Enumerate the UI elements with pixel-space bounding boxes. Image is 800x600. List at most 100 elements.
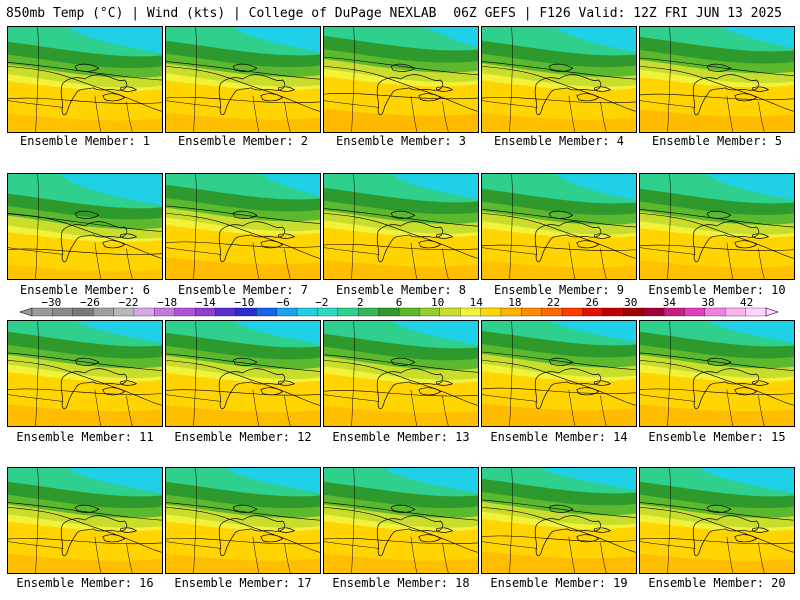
ensemble-member-label: Ensemble Member: 5	[651, 134, 783, 148]
ensemble-member-label: Ensemble Member: 12	[174, 430, 312, 444]
colorbar-swatch	[439, 307, 461, 317]
colorbar-swatch	[684, 307, 706, 317]
colorbar-tick-label: 14	[470, 296, 484, 309]
ensemble-member-label: Ensemble Member: 9	[493, 283, 625, 297]
colorbar-swatch	[704, 307, 726, 317]
colorbar-swatch	[725, 307, 747, 317]
colorbar-swatch	[215, 307, 237, 317]
ensemble-member-map	[165, 26, 321, 133]
colorbar-swatch	[194, 307, 217, 317]
ensemble-member-label: Ensemble Member: 19	[490, 576, 628, 590]
ensemble-member-map	[165, 467, 321, 574]
ensemble-member-map	[7, 173, 163, 280]
ensemble-member-map	[323, 467, 479, 574]
colorbar-tick-label: −14	[196, 296, 216, 309]
ensemble-member-map	[639, 173, 795, 280]
colorbar-tick-label: 30	[624, 296, 637, 309]
colorbar-swatch	[113, 307, 135, 317]
page-title: 850mb Temp (°C) | Wind (kts) | College o…	[6, 6, 437, 21]
colorbar-tick-label: 26	[586, 296, 599, 309]
colorbar-swatch	[378, 307, 400, 317]
ensemble-member-label: Ensemble Member: 10	[648, 283, 786, 297]
colorbar-swatch	[541, 307, 563, 317]
run-info: 06Z GEFS | F126 Valid: 12Z FRI JUN 13 20…	[453, 6, 782, 21]
colorbar-swatch	[460, 307, 482, 317]
colorbar-swatch	[154, 307, 176, 317]
ensemble-member-label: Ensemble Member: 3	[335, 134, 467, 148]
colorbar-swatch	[133, 307, 155, 317]
ensemble-member-label: Ensemble Member: 13	[332, 430, 470, 444]
ensemble-member-label: Ensemble Member: 18	[332, 576, 470, 590]
colorbar-swatch	[480, 307, 502, 317]
colorbar-swatch	[398, 307, 421, 317]
colorbar-swatch	[174, 307, 196, 317]
ensemble-member-map	[323, 320, 479, 427]
colorbar-swatch	[602, 307, 624, 317]
ensemble-member-label: Ensemble Member: 1	[19, 134, 151, 148]
colorbar-swatch	[663, 307, 686, 317]
ensemble-member-label: Ensemble Member: 8	[335, 283, 467, 297]
colorbar-tick-label: 34	[663, 296, 677, 309]
ensemble-member-label: Ensemble Member: 20	[648, 576, 786, 590]
colorbar-right-arrow	[765, 307, 779, 317]
colorbar-tick-label: −10	[235, 296, 255, 309]
temperature-colorbar: −30 −26 −22 −18 −14 −10 −6 −2 2 6 10 14 18 22 26 30 34 38…	[0, 296, 800, 320]
colorbar-swatch	[317, 307, 339, 317]
colorbar-swatch	[72, 307, 94, 317]
colorbar-left-arrow	[19, 307, 33, 317]
colorbar-swatch	[296, 307, 319, 317]
ensemble-member-map	[639, 320, 795, 427]
ensemble-member-map	[323, 173, 479, 280]
ensemble-member-map	[323, 26, 479, 133]
colorbar-swatch	[623, 307, 645, 317]
ensemble-member-label: Ensemble Member: 17	[174, 576, 312, 590]
colorbar-tick-label: 6	[396, 296, 403, 309]
colorbar-swatch	[419, 307, 441, 317]
colorbar-tick-label: 18	[508, 296, 521, 309]
colorbar-swatch	[643, 307, 665, 317]
colorbar-swatch	[358, 307, 380, 317]
colorbar-swatch	[745, 307, 767, 317]
ensemble-member-map	[639, 26, 795, 133]
ensemble-member-map	[481, 320, 637, 427]
ensemble-member-map	[639, 467, 795, 574]
colorbar-swatch	[235, 307, 257, 317]
colorbar-tick-label: 22	[547, 296, 560, 309]
ensemble-member-label: Ensemble Member: 7	[177, 283, 309, 297]
colorbar-tick-label: −26	[80, 296, 100, 309]
colorbar-tick-label: −30	[41, 296, 61, 309]
colorbar-swatch	[561, 307, 584, 317]
colorbar-swatch	[52, 307, 74, 317]
ensemble-member-label: Ensemble Member: 14	[490, 430, 628, 444]
colorbar-swatch	[337, 307, 359, 317]
ensemble-member-map	[481, 26, 637, 133]
ensemble-member-label: Ensemble Member: 6	[19, 283, 151, 297]
colorbar-swatch	[256, 307, 278, 317]
colorbar-tick-label: −18	[157, 296, 177, 309]
ensemble-member-map	[7, 320, 163, 427]
colorbar-swatch	[93, 307, 115, 317]
ensemble-member-label: Ensemble Member: 4	[493, 134, 625, 148]
colorbar-swatch	[31, 307, 54, 317]
ensemble-member-map	[165, 320, 321, 427]
colorbar-tick-label: −2	[315, 296, 328, 309]
colorbar-swatch	[521, 307, 543, 317]
ensemble-member-label: Ensemble Member: 16	[16, 576, 154, 590]
colorbar-swatch	[500, 307, 522, 317]
colorbar-swatch	[582, 307, 604, 317]
colorbar-tick-label: 10	[431, 296, 444, 309]
colorbar-tick-label: −6	[276, 296, 289, 309]
ensemble-member-label: Ensemble Member: 15	[648, 430, 786, 444]
ensemble-member-map	[481, 173, 637, 280]
ensemble-member-label: Ensemble Member: 11	[16, 430, 154, 444]
colorbar-tick-label: 38	[701, 296, 714, 309]
ensemble-member-label: Ensemble Member: 2	[177, 134, 309, 148]
colorbar-tick-label: −22	[119, 296, 139, 309]
ensemble-member-map	[7, 467, 163, 574]
ensemble-member-map	[7, 26, 163, 133]
colorbar-tick-label: 42	[740, 296, 753, 309]
colorbar-swatch	[276, 307, 298, 317]
ensemble-member-map	[481, 467, 637, 574]
ensemble-member-map	[165, 173, 321, 280]
colorbar-tick-label: 2	[357, 296, 364, 309]
